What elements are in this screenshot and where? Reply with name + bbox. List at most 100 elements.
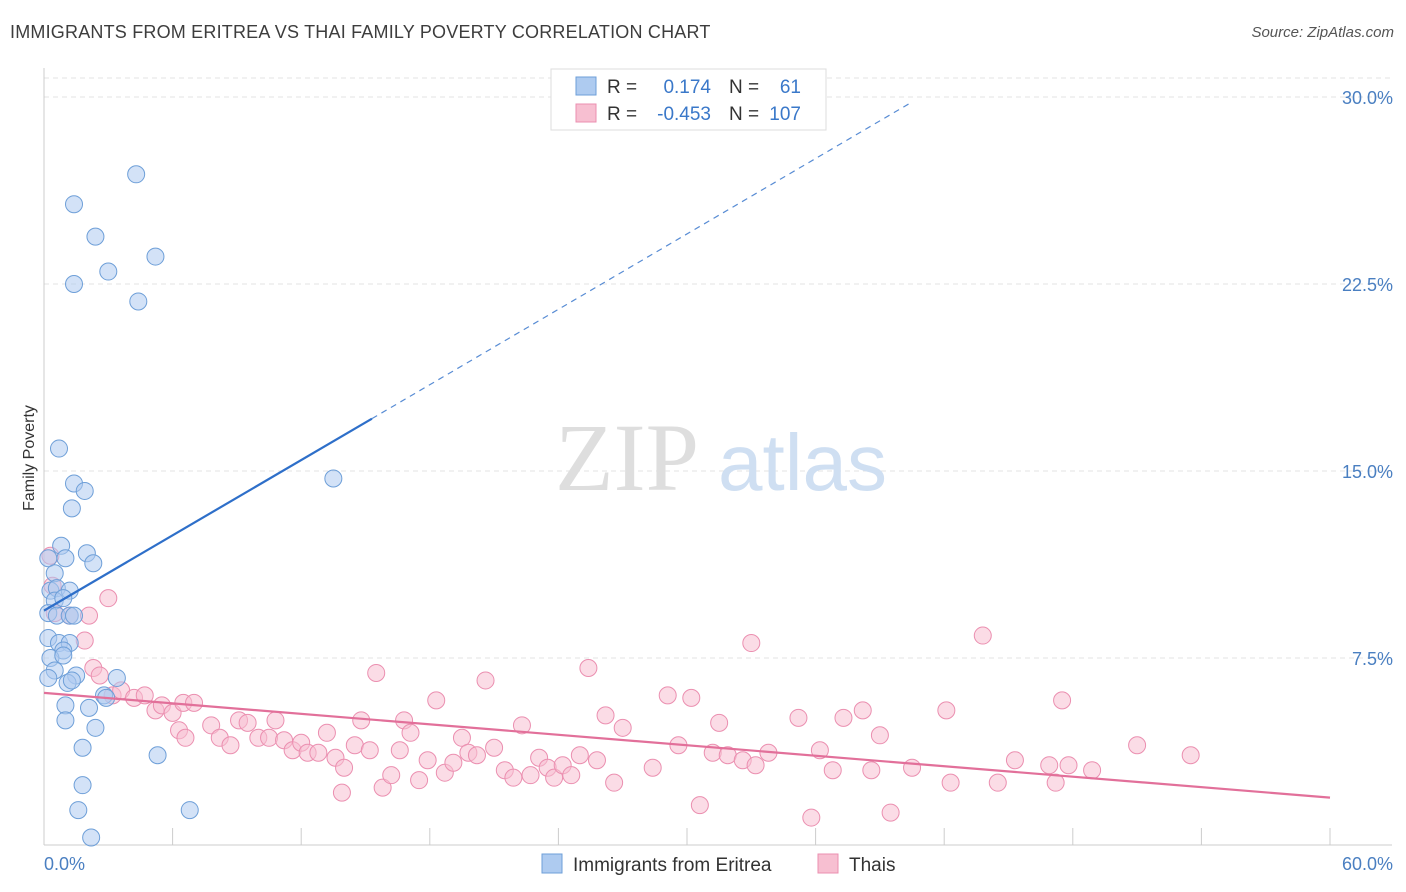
thai-point xyxy=(605,773,624,792)
eritrea-point xyxy=(86,227,105,246)
thai-point xyxy=(1005,751,1024,770)
eritrea-point xyxy=(80,698,99,717)
thai-point xyxy=(690,796,709,815)
thai-point xyxy=(401,723,420,742)
thai-point xyxy=(427,691,446,710)
thai-point xyxy=(444,753,463,772)
bottom-legend-swatch-eritrea xyxy=(541,853,563,874)
thai-point xyxy=(1083,761,1102,780)
thai-point xyxy=(485,738,504,757)
eritrea-point xyxy=(39,668,58,687)
eritrea-point xyxy=(99,262,118,281)
thai-point xyxy=(853,701,872,720)
thai-point xyxy=(135,686,154,705)
thai-point xyxy=(352,711,371,730)
legend-r-label-eritrea: R = xyxy=(607,77,637,98)
bottom-legend: Immigrants from Eritrea Thais xyxy=(541,853,895,876)
eritrea-trend-line xyxy=(43,417,373,612)
legend-swatch-thais xyxy=(575,103,597,123)
eritrea-point xyxy=(65,275,84,293)
eritrea-point xyxy=(69,801,88,820)
thai-point xyxy=(99,589,118,608)
thai-point xyxy=(390,741,409,760)
eritrea-point xyxy=(39,549,58,568)
grid-lines xyxy=(44,77,1392,659)
eritrea-point xyxy=(73,738,92,757)
thai-point xyxy=(973,626,992,645)
thai-point xyxy=(596,706,615,725)
thai-point xyxy=(941,773,960,792)
thai-point xyxy=(382,766,401,785)
thai-point xyxy=(579,658,598,677)
thai-point xyxy=(238,713,257,732)
y-axis-label: Family Poverty xyxy=(21,405,38,511)
thai-point xyxy=(367,663,386,682)
thai-point xyxy=(1181,746,1200,765)
eritrea-point xyxy=(127,165,146,184)
thai-point xyxy=(202,716,221,735)
thais-points xyxy=(41,546,1200,827)
thai-point xyxy=(746,756,765,775)
watermark-zip: ZIP xyxy=(555,404,699,511)
legend-r-label-thais: R = xyxy=(607,104,637,125)
x-tick-label-1: 60.0% xyxy=(1342,854,1393,874)
bottom-legend-label-eritrea: Immigrants from Eritrea xyxy=(573,855,772,876)
thai-point xyxy=(504,768,523,787)
eritrea-point xyxy=(54,646,73,665)
watermark-atlas: atlas xyxy=(718,418,887,507)
legend-r-value-eritrea: 0.174 xyxy=(663,77,711,98)
eritrea-point xyxy=(75,481,94,500)
legend-r-value-thais: -0.453 xyxy=(657,104,711,125)
thai-point xyxy=(467,746,486,765)
legend-n-label-thais: N = xyxy=(729,104,759,125)
thai-point xyxy=(810,741,829,760)
eritrea-point xyxy=(82,828,101,847)
thai-point xyxy=(176,728,195,747)
thai-point xyxy=(710,713,729,732)
thai-point xyxy=(834,708,853,727)
eritrea-point xyxy=(56,711,75,730)
source-label: Source: ZipAtlas.com xyxy=(1251,24,1394,41)
chart-title: IMMIGRANTS FROM ERITREA VS THAI FAMILY P… xyxy=(10,22,711,42)
thai-point xyxy=(988,773,1007,792)
thai-point xyxy=(260,728,279,747)
y-tick-label-1: 15.0% xyxy=(1342,462,1393,482)
bottom-legend-swatch-thais xyxy=(817,853,839,874)
eritrea-point xyxy=(84,554,103,573)
thai-point xyxy=(1059,756,1078,775)
eritrea-point xyxy=(45,564,64,583)
eritrea-points xyxy=(39,165,343,847)
thai-point xyxy=(587,751,606,770)
thai-point xyxy=(476,671,495,690)
eritrea-point xyxy=(86,718,105,737)
thai-point xyxy=(221,736,240,755)
thai-point xyxy=(373,778,392,797)
thai-point xyxy=(643,758,662,777)
y-tick-label-0: 7.5% xyxy=(1352,649,1393,669)
eritrea-point xyxy=(146,247,165,266)
legend-n-value-thais: 107 xyxy=(769,104,801,125)
y-tick-label-3: 30.0% xyxy=(1342,88,1393,108)
trend-lines xyxy=(43,101,1331,799)
thai-point xyxy=(1053,691,1072,710)
thai-point xyxy=(1040,756,1059,775)
thai-point xyxy=(613,718,632,737)
thai-point xyxy=(802,808,821,827)
eritrea-trend-extension xyxy=(371,101,913,420)
thai-point xyxy=(903,758,922,777)
thai-point xyxy=(90,666,109,685)
thai-point xyxy=(410,771,429,790)
eritrea-point xyxy=(324,469,343,488)
thai-point xyxy=(658,686,677,705)
eritrea-point xyxy=(65,195,84,214)
thai-point xyxy=(75,631,94,650)
x-tick-label-0: 0.0% xyxy=(44,854,85,874)
eritrea-point xyxy=(50,439,69,458)
eritrea-point xyxy=(129,292,148,311)
thai-point xyxy=(862,761,881,780)
thai-point xyxy=(418,751,437,770)
thai-point xyxy=(562,766,581,785)
thai-point xyxy=(317,723,336,742)
eritrea-point xyxy=(148,746,167,765)
